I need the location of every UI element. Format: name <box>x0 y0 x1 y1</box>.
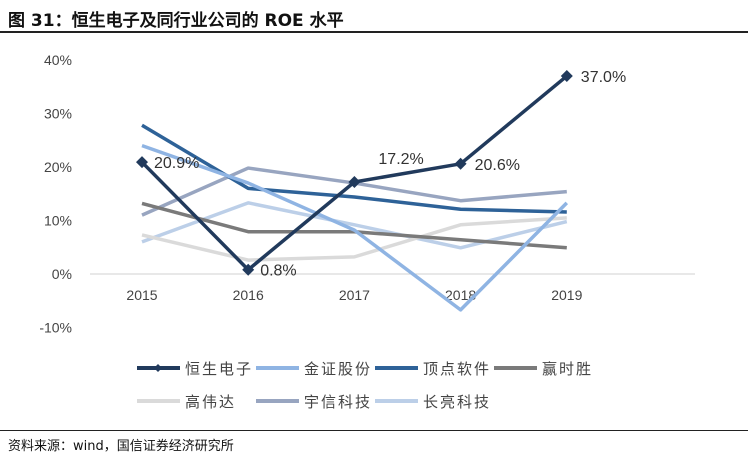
data-label: 20.9% <box>154 155 199 172</box>
y-tick-label: 20% <box>44 159 72 175</box>
data-point-marker <box>454 157 467 170</box>
source-note: 资料来源：wind，国信证券经济研究所 <box>8 439 234 454</box>
x-tick-label: 2015 <box>126 287 157 303</box>
title-divider <box>0 31 748 33</box>
data-label: 17.2% <box>378 151 423 168</box>
y-tick-label: 30% <box>44 106 72 122</box>
footer-divider <box>0 430 748 431</box>
legend-label: 赢时胜 <box>542 360 593 378</box>
data-point-marker <box>242 263 255 276</box>
series-line-1 <box>141 143 569 312</box>
y-tick-label: 0% <box>52 266 72 282</box>
x-tick-label: 2018 <box>445 287 476 303</box>
series-line-2 <box>141 123 567 214</box>
data-label: 37.0% <box>581 69 626 86</box>
y-tick-label: 10% <box>44 213 72 229</box>
data-point-marker <box>560 70 573 83</box>
legend-label: 顶点软件 <box>423 360 491 378</box>
roe-line-chart: -10% 0% 10% 20% 30% 40% 2015 2016 2017 2018 2019 20… <box>39 52 695 411</box>
series-line-5 <box>141 166 567 217</box>
x-tick-label: 2017 <box>339 287 370 303</box>
series-line-6 <box>141 201 568 250</box>
series-line-4 <box>141 216 567 262</box>
data-point-marker <box>348 175 361 188</box>
legend-label: 恒生电子 <box>185 360 253 378</box>
data-label: 0.8% <box>260 263 296 280</box>
legend-label: 宇信科技 <box>304 393 372 411</box>
legend-label: 金证股份 <box>304 360 372 378</box>
legend-label: 长亮科技 <box>423 393 491 411</box>
data-point-marker <box>136 156 148 169</box>
y-tick-label: 40% <box>44 52 72 68</box>
x-tick-label: 2019 <box>551 287 582 303</box>
legend-marker <box>154 364 162 372</box>
legend-label: 高伟达 <box>185 393 236 411</box>
figure-title: 图 31：恒生电子及同行业公司的 ROE 水平 <box>8 11 344 31</box>
x-tick-label: 2016 <box>233 287 264 303</box>
y-tick-label: -10% <box>39 320 72 336</box>
data-label: 20.6% <box>475 157 520 174</box>
